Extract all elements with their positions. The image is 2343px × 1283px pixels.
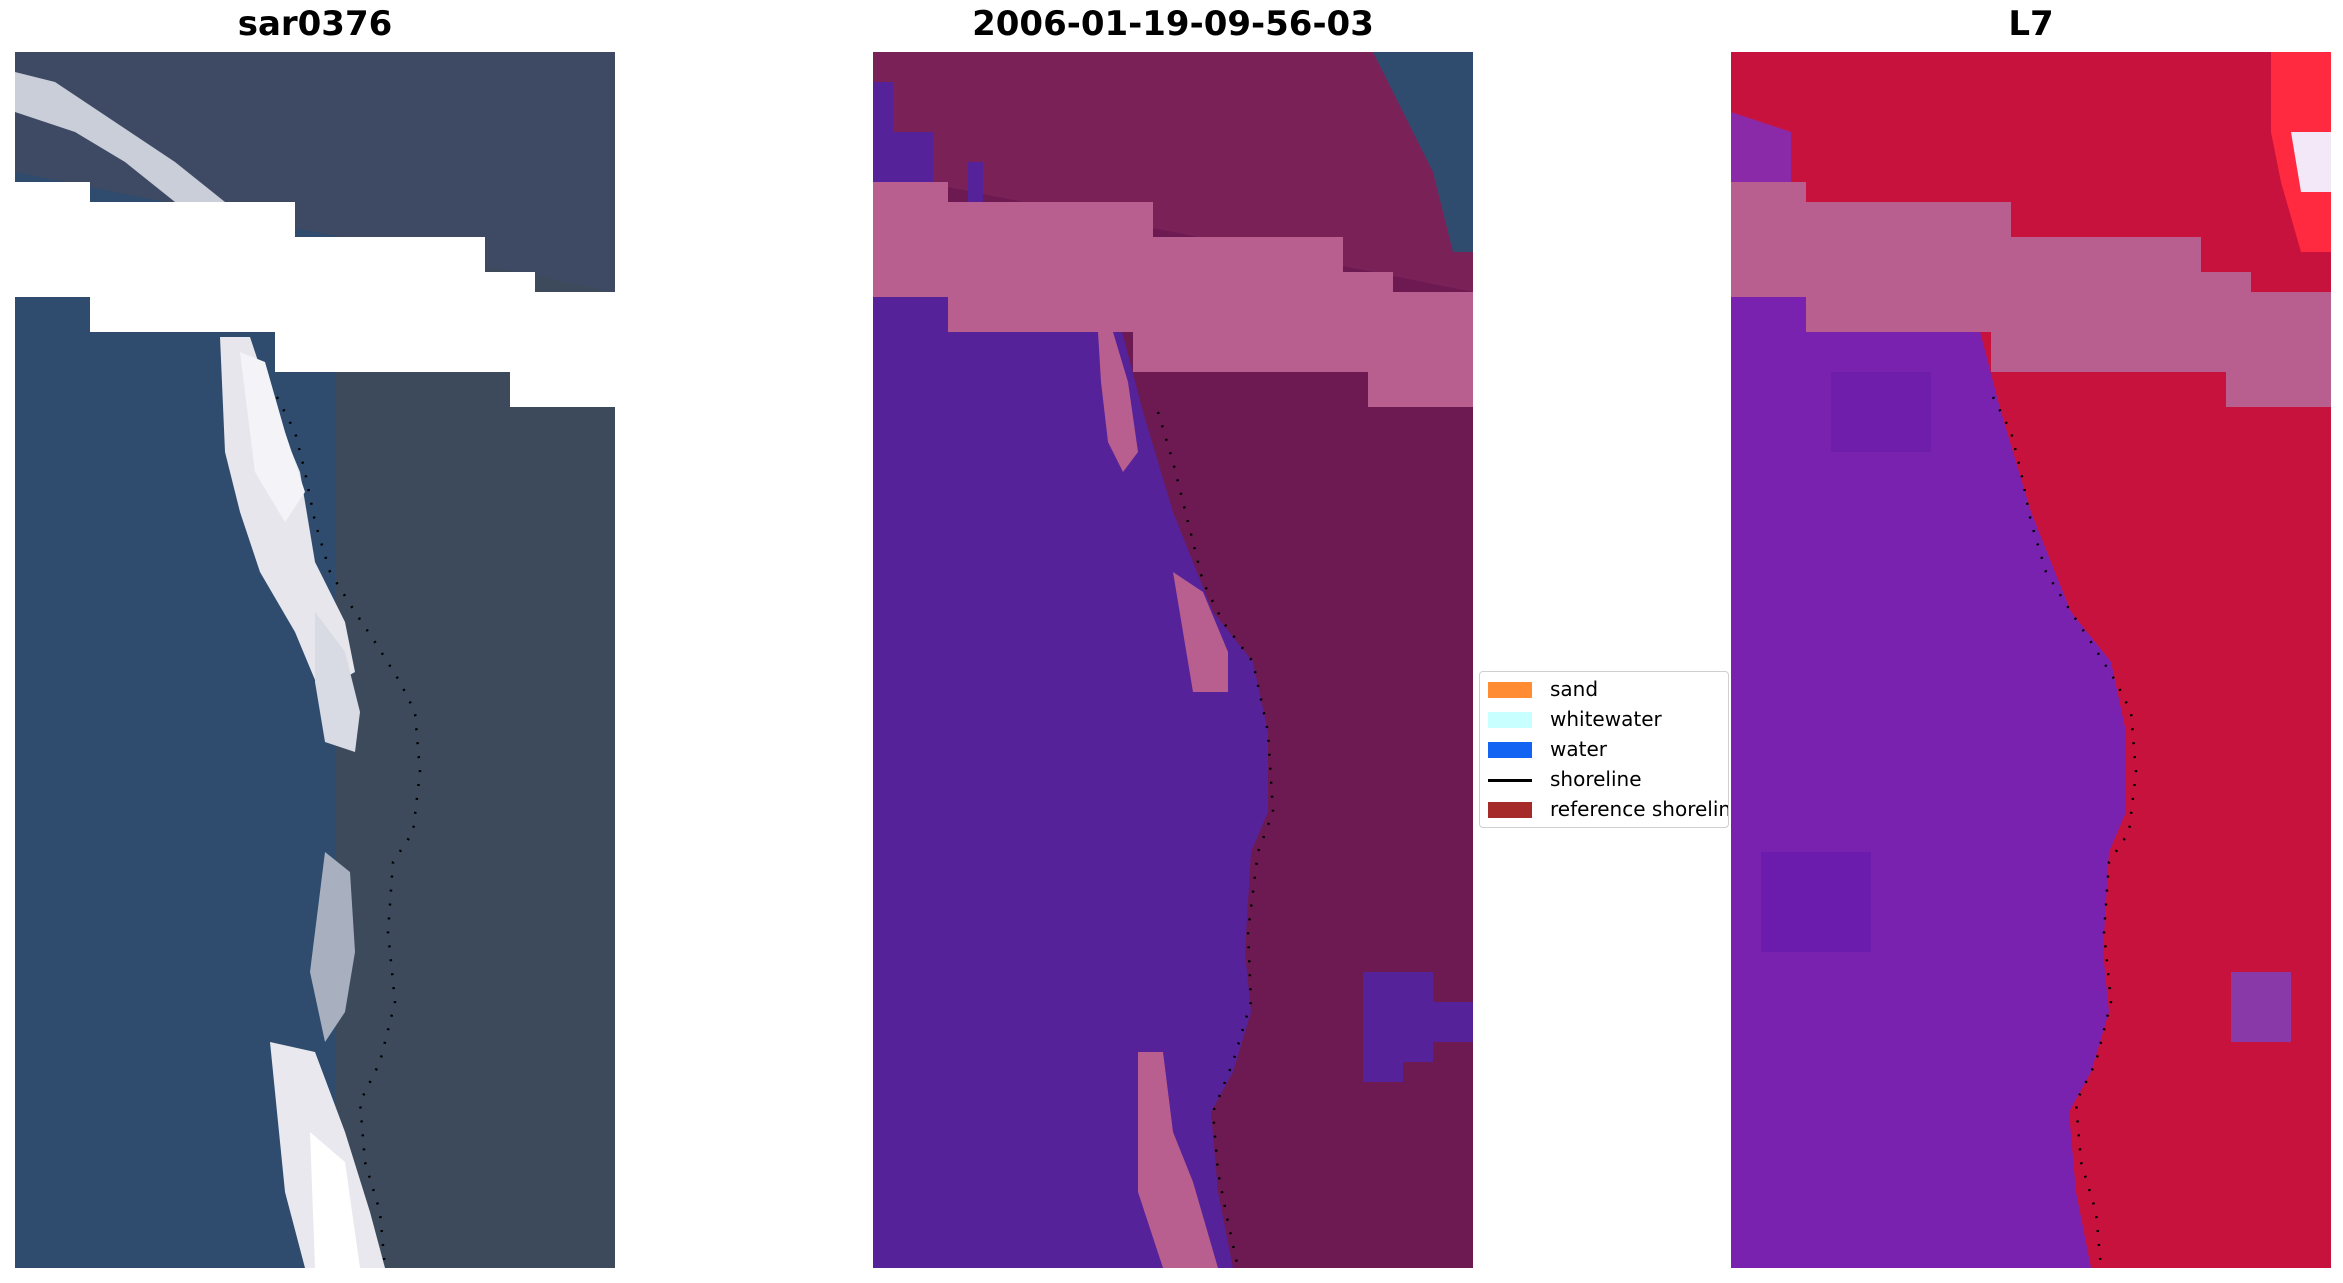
legend-item-sand: sand <box>1480 675 1728 705</box>
shoreline-line-swatch <box>1488 779 1532 782</box>
legend: sand whitewater water shoreline referenc… <box>1479 671 1729 828</box>
rgb-image-panel <box>15 52 615 1268</box>
whitewater-swatch <box>1488 712 1532 728</box>
legend-label-whitewater: whitewater <box>1550 707 1662 731</box>
reference-shoreline-swatch <box>1488 802 1532 818</box>
panel-title-rgb: sar0376 <box>237 4 393 44</box>
panel-title-mndwi: L7 <box>2008 4 2054 44</box>
classification-image <box>873 52 1473 1268</box>
legend-label-reference-shoreline: reference shoreline <box>1550 797 1729 821</box>
mndwi-image <box>1731 52 2331 1268</box>
shoreline-mndwi <box>1991 396 2138 1268</box>
legend-item-water: water <box>1480 735 1728 765</box>
panel-title-classification: 2006-01-19-09-56-03 <box>972 4 1374 44</box>
mndwi-panel <box>1731 52 2331 1268</box>
legend-item-whitewater: whitewater <box>1480 705 1728 735</box>
water-swatch <box>1488 742 1532 758</box>
classification-panel <box>873 52 1473 1268</box>
shoreline-rgb <box>275 396 422 1268</box>
legend-item-shoreline: shoreline <box>1480 765 1728 795</box>
sand-swatch <box>1488 682 1532 698</box>
legend-item-reference-shoreline: reference shoreline <box>1480 795 1728 825</box>
legend-label-shoreline: shoreline <box>1550 767 1642 791</box>
legend-label-water: water <box>1550 737 1607 761</box>
legend-label-sand: sand <box>1550 677 1599 701</box>
rgb-image <box>15 52 615 1268</box>
